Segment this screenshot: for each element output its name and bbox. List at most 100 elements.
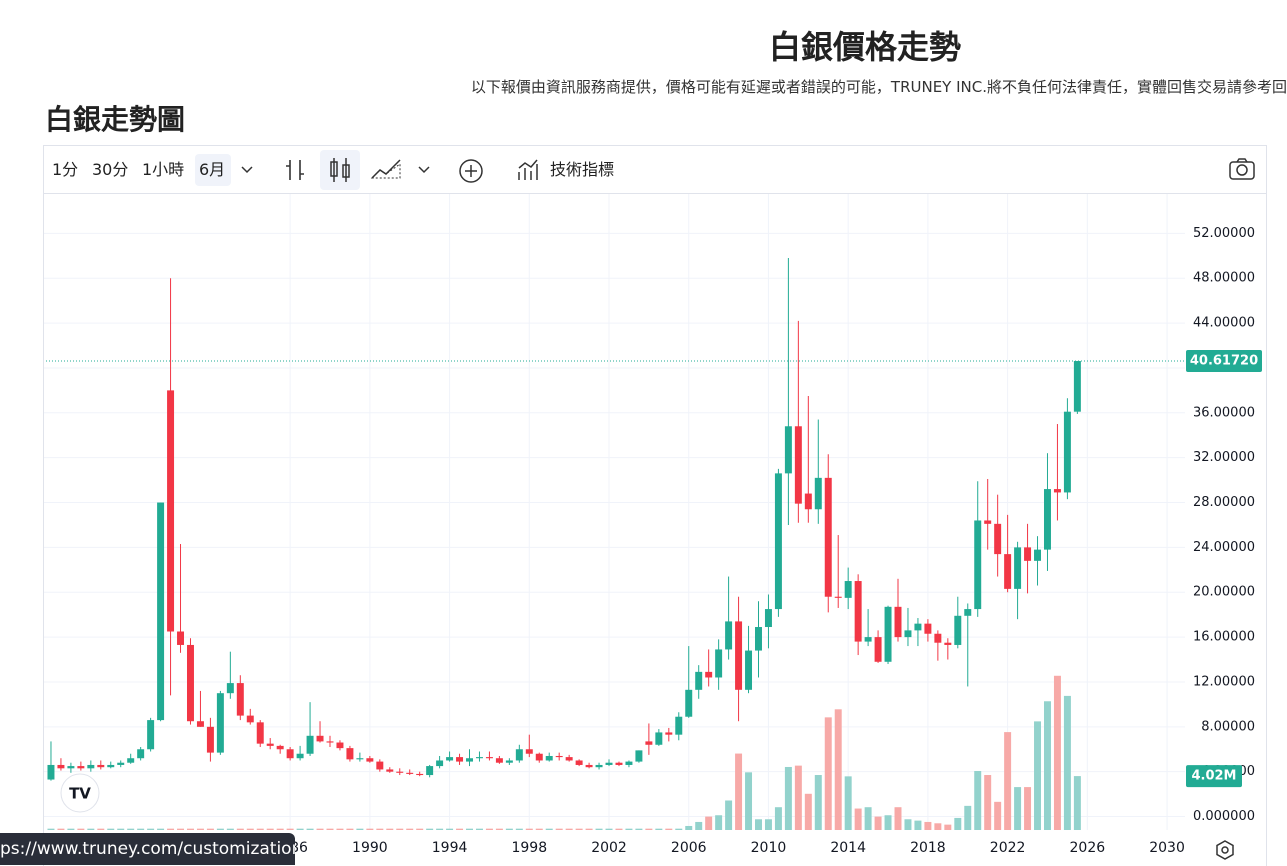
candle-body xyxy=(794,426,802,504)
candle-body xyxy=(346,748,354,760)
volume-bar xyxy=(555,828,563,830)
screenshot-icon[interactable] xyxy=(1228,157,1256,181)
volume-bar xyxy=(346,828,354,830)
volume-bar xyxy=(874,816,882,830)
y-tick-label: 8.00000 xyxy=(1201,719,1255,734)
volume-bar xyxy=(456,828,464,830)
candle-body xyxy=(87,764,95,769)
candle-body xyxy=(1034,549,1042,561)
candle-body xyxy=(326,741,334,743)
add-compare-icon[interactable] xyxy=(458,158,484,184)
y-tick-label: 20.00000 xyxy=(1193,585,1255,600)
logo[interactable]: TV xyxy=(60,773,100,813)
volume-bar xyxy=(316,828,324,830)
volume-bar xyxy=(535,828,543,830)
dropdown-icon[interactable] xyxy=(240,162,254,176)
candle-body xyxy=(585,764,593,768)
bar-style-icon[interactable] xyxy=(284,158,306,182)
x-tick-label: 2026 xyxy=(1070,840,1106,856)
candle-body xyxy=(446,757,454,761)
volume-bar xyxy=(515,828,523,830)
candle-body xyxy=(216,693,224,753)
candle-body xyxy=(456,757,464,762)
volume-bar xyxy=(446,828,454,830)
candle-body xyxy=(306,735,314,754)
candle-body xyxy=(804,493,812,510)
section-title: 白銀走勢圖 xyxy=(45,103,186,136)
x-tick-label: 2002 xyxy=(591,840,627,856)
candle-body xyxy=(914,623,922,631)
candle-body xyxy=(874,637,882,662)
interval-button[interactable]: 1小時 xyxy=(142,160,185,179)
y-tick-label: 52.00000 xyxy=(1193,226,1255,241)
x-tick-label: 1990 xyxy=(352,840,388,856)
candle-body xyxy=(515,749,523,761)
volume-bar xyxy=(475,828,483,830)
volume-bar xyxy=(934,823,942,830)
candle-body xyxy=(954,615,962,645)
candle-body xyxy=(864,637,872,642)
candle-body xyxy=(57,764,65,769)
interval-button[interactable]: 30分 xyxy=(92,160,129,179)
interval-button[interactable]: 6月 xyxy=(195,154,231,186)
candle-body xyxy=(755,627,762,651)
candle-body xyxy=(784,426,792,474)
volume-bar xyxy=(914,820,922,830)
settings-icon[interactable] xyxy=(1214,839,1236,861)
last-volume-badge xyxy=(1186,765,1242,788)
indicator-icon[interactable] xyxy=(516,158,540,182)
volume-bar xyxy=(645,828,653,830)
volume-bar xyxy=(1014,787,1022,830)
interval-button[interactable]: 1分 xyxy=(52,160,79,179)
candle-body xyxy=(575,760,583,765)
candle-body xyxy=(67,766,75,769)
candle-body xyxy=(645,741,653,745)
indicator-button[interactable]: 技術指標 xyxy=(550,160,615,179)
volume-bar xyxy=(326,828,334,830)
dropdown-icon[interactable] xyxy=(417,162,431,176)
volume-bar xyxy=(216,828,224,830)
volume-bar xyxy=(376,828,384,830)
volume-bar xyxy=(406,828,414,830)
volume-bar xyxy=(386,828,394,830)
volume-bar xyxy=(77,828,85,830)
candle-body xyxy=(844,581,852,598)
candle-body xyxy=(974,520,982,610)
candle-body xyxy=(625,761,633,765)
volume-bar xyxy=(1034,721,1042,830)
volume-bar xyxy=(755,819,762,830)
candle-style-button[interactable] xyxy=(320,150,360,190)
volume-bar xyxy=(834,709,842,830)
candle-body xyxy=(725,621,733,650)
candle-body xyxy=(186,644,194,722)
volume-bar xyxy=(426,828,434,830)
candle-body xyxy=(994,523,1002,555)
candle-body xyxy=(356,758,364,760)
candle-body xyxy=(157,502,165,721)
candle-body xyxy=(177,631,185,645)
volume-bar xyxy=(186,828,194,830)
candle-body xyxy=(127,758,135,763)
candle-body xyxy=(475,757,483,759)
candle-body xyxy=(246,715,254,723)
candle-body xyxy=(735,621,743,690)
candle-body xyxy=(107,764,115,768)
candle-body xyxy=(934,633,942,643)
y-tick-label: 36.00000 xyxy=(1193,405,1255,420)
volume-bar xyxy=(705,816,713,830)
volume-bar xyxy=(944,824,952,830)
volume-bar xyxy=(525,828,533,830)
volume-bar xyxy=(236,828,244,830)
candle-body xyxy=(97,764,105,768)
volume-bar xyxy=(1053,675,1061,830)
candle-body xyxy=(545,755,553,761)
area-style-icon[interactable] xyxy=(370,156,402,182)
candle-body xyxy=(824,477,832,597)
volume-bar xyxy=(954,817,962,830)
candle-body xyxy=(705,671,713,678)
candle-body xyxy=(147,720,155,750)
candle-body xyxy=(525,749,533,754)
candle-body xyxy=(595,764,603,768)
volume-bar xyxy=(436,828,444,830)
